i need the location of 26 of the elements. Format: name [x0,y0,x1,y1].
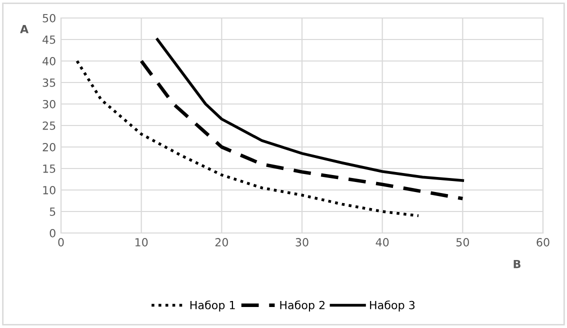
y-tick-label: 10 [43,186,56,194]
y-tick-label: 40 [42,56,56,66]
x-tick-label: 10 [135,238,148,246]
y-tick-label: 20 [42,142,56,152]
x-tick-label: 40 [376,238,389,246]
y-tick-label: 15 [43,164,56,173]
x-axis-title: B [514,260,520,268]
y-tick-label: 30 [42,100,56,108]
line-series [156,38,464,182]
y-tick-label: 35 [42,78,56,87]
x-tick-label: 30 [296,238,308,246]
y-tick-label: 50 [42,14,56,22]
legend-label: Набор 1 [190,300,235,312]
y-tick-label: 45 [42,36,56,44]
x-tick-label: 20 [215,238,228,246]
y-tick-label: 5 [50,208,56,216]
y-axis-title: A [20,24,29,34]
line-series [140,59,464,200]
x-tick-label: 50 [456,238,469,246]
x-tick-label: 0 [58,238,64,246]
x-tick-label: 60 [536,238,550,246]
y-tick-label: 25 [42,121,56,130]
legend-label: Набор 2 [280,300,325,312]
y-tick-label: 0 [50,228,56,238]
line-series [76,60,420,218]
legend-label: Набор 3 [370,300,415,312]
